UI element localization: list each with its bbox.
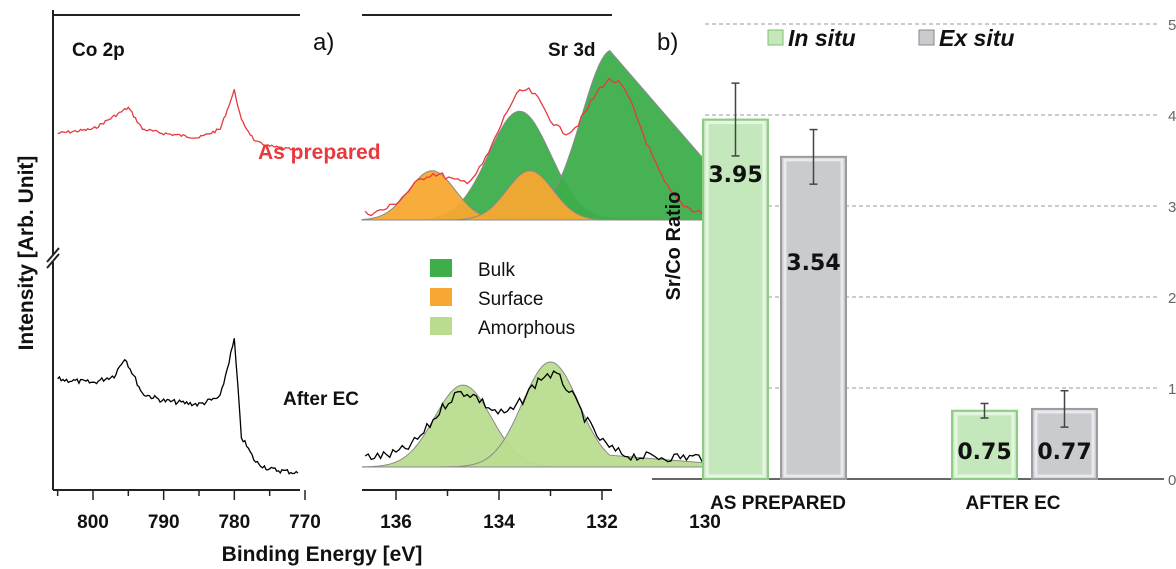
right-tick-label: 132: [586, 512, 618, 533]
co2p-after-ec-line: [57, 338, 299, 475]
sr3d-component-surface: [362, 170, 757, 221]
left-x-ticks: 800 790 780 770: [56, 490, 321, 533]
as-prepared-label: As prepared: [258, 141, 381, 164]
sr3d-as-prepared-line: [364, 77, 734, 218]
right-tick-label: 130: [689, 512, 721, 533]
right-tick-label: 1: [1168, 381, 1176, 398]
panel-a-left-axis: [46, 10, 60, 490]
right-tick-label: 3: [1168, 199, 1176, 216]
bar-ex-situ-0: [780, 155, 847, 481]
bar-value-label: 0.75: [957, 440, 1011, 465]
panel-b-label: b): [657, 29, 678, 56]
panel-a-ylabel: Intensity [Arb. Unit]: [15, 156, 38, 351]
bar-value-label: 3.95: [708, 163, 762, 188]
legend-ex-situ-label: Ex situ: [939, 25, 1014, 51]
bar-value-label: 3.54: [786, 251, 840, 276]
bar-value-label: 0.77: [1037, 440, 1091, 465]
right-x-ticks: 136 134 132 130: [380, 490, 721, 533]
co2p-as-prepared-line: [57, 89, 299, 152]
left-tick-label: 800: [77, 512, 109, 533]
bar-in-situ-0: [702, 118, 769, 481]
panel-b-ylabel: Sr/Co Ratio: [663, 192, 685, 301]
panel-b-gridlines: [705, 23, 1160, 389]
category-as-prepared: AS PREPARED: [710, 493, 846, 514]
panel-a: 800 790 780 770 136 134 132 130 Co 2p Sr 3d a)…: [15, 10, 758, 566]
legend-amorphous-swatch: [430, 317, 452, 335]
sr3d-title: Sr 3d: [548, 40, 596, 61]
legend-in-situ-label: In situ: [788, 25, 856, 51]
panel-b-legend: In situ Ex situ: [767, 25, 1014, 51]
legend-surface-swatch: [430, 288, 452, 306]
left-tick-label: 790: [148, 512, 180, 533]
panel-a-label: a): [313, 29, 334, 56]
right-tick-label: 134: [483, 512, 515, 533]
legend-bulk-label: Bulk: [478, 260, 515, 281]
sr3d-after-ec-line: [364, 370, 734, 463]
legend-surface-label: Surface: [478, 289, 543, 310]
panel-b-bars: 3.95 0.75 3.54 0.77: [702, 82, 1098, 481]
legend-bulk-swatch: [430, 259, 452, 277]
panel-b: b) In situ Ex situ Sr/Co Ratio 5 4 3 2 1 0 3.…: [652, 17, 1176, 514]
legend-in-situ-swatch: [767, 29, 784, 46]
left-tick-label: 770: [289, 512, 321, 533]
left-tick-label: 780: [218, 512, 250, 533]
sr3d-fit-components: [360, 49, 758, 468]
right-tick-label: 4: [1168, 108, 1176, 125]
co2p-title: Co 2p: [72, 40, 125, 61]
panel-a-legend: Bulk Surface Amorphous: [430, 259, 575, 339]
legend-ex-situ-swatch: [918, 29, 935, 46]
right-tick-label: 136: [380, 512, 412, 533]
axis-break-mark: [46, 247, 60, 263]
after-ec-label: After EC: [283, 389, 359, 410]
right-tick-label: 0: [1168, 472, 1176, 489]
legend-amorphous-label: Amorphous: [478, 318, 575, 339]
category-after-ec: AFTER EC: [966, 493, 1061, 514]
panel-a-xlabel: Binding Energy [eV]: [222, 543, 423, 566]
right-tick-label: 5: [1168, 17, 1176, 34]
panel-b-right-ticks: 5 4 3 2 1 0: [1168, 17, 1176, 489]
bar-in-situ-1: [951, 409, 1018, 480]
right-tick-label: 2: [1168, 290, 1176, 307]
